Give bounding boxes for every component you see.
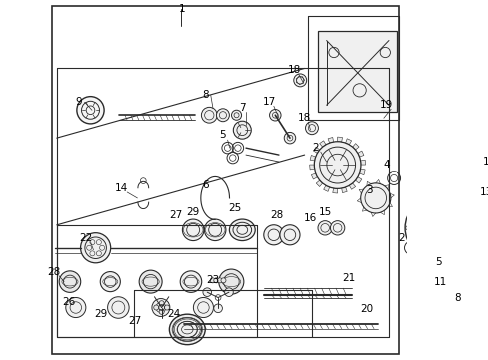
Circle shape [201, 107, 217, 123]
Text: 27: 27 [127, 316, 141, 327]
Text: 8: 8 [202, 90, 208, 100]
Polygon shape [309, 165, 314, 170]
Polygon shape [323, 185, 329, 192]
Circle shape [204, 219, 225, 240]
Text: 7: 7 [239, 103, 245, 113]
Circle shape [330, 221, 344, 235]
Circle shape [233, 121, 251, 139]
Text: 29: 29 [186, 207, 200, 217]
Circle shape [153, 305, 159, 310]
Circle shape [284, 132, 295, 144]
Text: 9: 9 [75, 97, 82, 107]
Text: 11: 11 [433, 276, 446, 287]
Polygon shape [327, 138, 333, 143]
Polygon shape [332, 188, 337, 193]
Text: 23: 23 [206, 275, 219, 285]
Circle shape [182, 219, 203, 240]
Circle shape [210, 278, 215, 283]
Circle shape [466, 297, 482, 312]
Polygon shape [309, 156, 315, 161]
Text: 20: 20 [360, 305, 373, 315]
Circle shape [279, 225, 300, 245]
Circle shape [217, 278, 222, 283]
Circle shape [213, 304, 222, 312]
Text: 5: 5 [434, 257, 441, 267]
Polygon shape [352, 144, 358, 150]
Text: 21: 21 [341, 273, 355, 283]
Circle shape [203, 288, 211, 297]
Text: 29: 29 [94, 310, 107, 319]
Polygon shape [348, 183, 355, 189]
Circle shape [193, 297, 213, 318]
Circle shape [100, 271, 120, 292]
Text: 26: 26 [62, 297, 75, 306]
Text: 19: 19 [379, 100, 392, 110]
Circle shape [360, 183, 390, 213]
Circle shape [263, 225, 284, 245]
Circle shape [468, 188, 488, 211]
Circle shape [159, 309, 164, 314]
Polygon shape [341, 187, 346, 193]
Text: 2: 2 [397, 233, 404, 243]
Circle shape [305, 122, 318, 135]
Text: 2: 2 [312, 143, 318, 153]
Circle shape [218, 269, 244, 294]
Ellipse shape [229, 219, 255, 240]
Circle shape [486, 280, 488, 309]
Circle shape [107, 297, 129, 318]
Text: 13: 13 [479, 187, 488, 197]
Circle shape [66, 297, 86, 318]
Text: 5: 5 [219, 130, 225, 140]
Circle shape [221, 278, 225, 283]
Polygon shape [316, 180, 322, 186]
Polygon shape [311, 173, 317, 179]
Circle shape [224, 288, 233, 297]
Circle shape [269, 109, 281, 121]
Circle shape [77, 96, 104, 124]
Circle shape [314, 142, 360, 188]
Ellipse shape [169, 314, 205, 345]
Polygon shape [355, 177, 361, 183]
Circle shape [180, 271, 202, 292]
Text: 18: 18 [297, 113, 311, 123]
Text: 15: 15 [318, 207, 331, 217]
Text: 14: 14 [114, 183, 128, 193]
Text: 24: 24 [167, 310, 181, 319]
Text: 6: 6 [202, 180, 208, 190]
Text: 18: 18 [287, 66, 301, 76]
Polygon shape [317, 31, 396, 112]
Circle shape [216, 109, 229, 122]
Circle shape [293, 74, 306, 87]
Circle shape [152, 298, 169, 316]
Text: 16: 16 [303, 213, 317, 223]
Polygon shape [313, 147, 319, 153]
Text: 17: 17 [262, 97, 276, 107]
Polygon shape [319, 141, 325, 147]
Polygon shape [357, 151, 363, 157]
Text: 8: 8 [453, 293, 460, 302]
Polygon shape [337, 137, 342, 142]
Circle shape [159, 301, 164, 306]
Text: 3: 3 [365, 185, 372, 195]
Text: 25: 25 [228, 203, 241, 213]
Text: 4: 4 [383, 160, 389, 170]
Circle shape [81, 233, 110, 263]
Circle shape [139, 270, 162, 293]
Polygon shape [345, 139, 351, 145]
Circle shape [404, 196, 467, 259]
Circle shape [213, 278, 218, 283]
Circle shape [317, 221, 332, 235]
Polygon shape [359, 169, 365, 175]
Text: 1: 1 [179, 4, 185, 14]
Circle shape [59, 271, 81, 292]
Polygon shape [360, 160, 365, 165]
Text: 28: 28 [269, 210, 283, 220]
Text: 27: 27 [169, 210, 183, 220]
Text: 28: 28 [47, 267, 61, 276]
Circle shape [231, 110, 241, 120]
Text: 12: 12 [482, 157, 488, 167]
Text: 22: 22 [80, 233, 93, 243]
Circle shape [478, 162, 488, 178]
Circle shape [164, 305, 169, 310]
